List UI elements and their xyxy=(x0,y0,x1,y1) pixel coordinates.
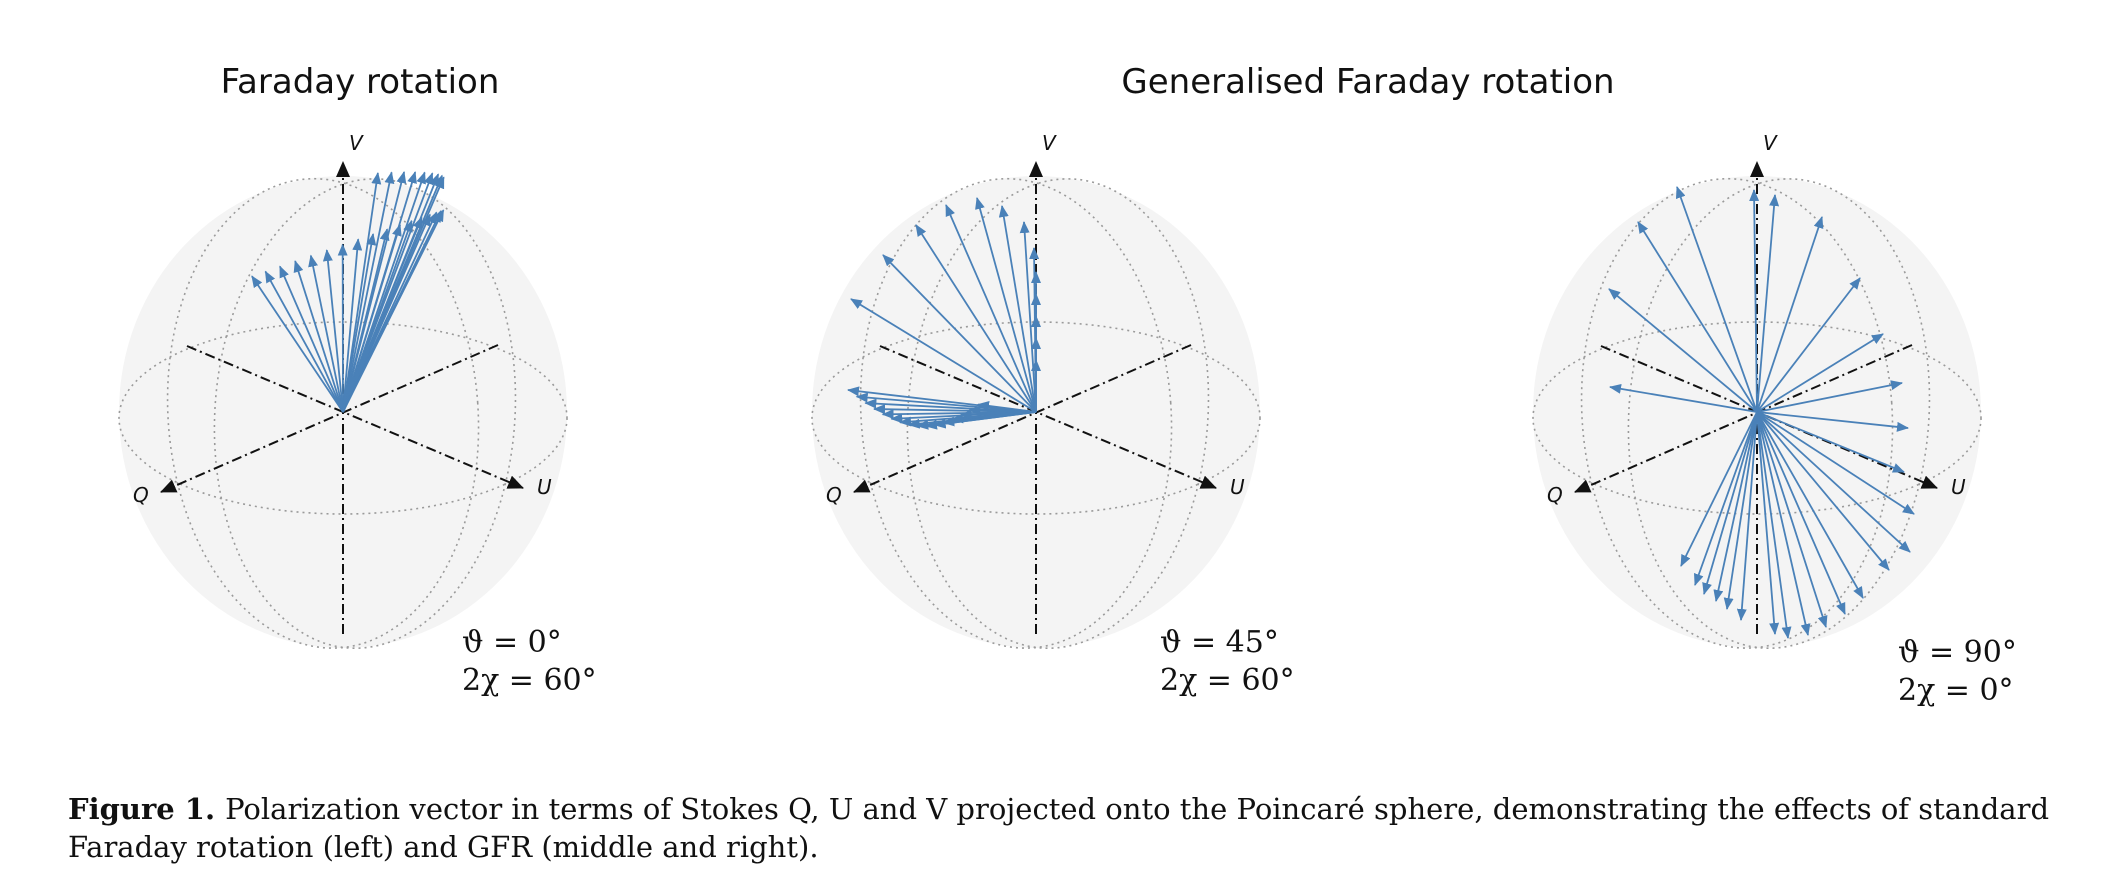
polarization-vector xyxy=(1608,288,1758,413)
polarization-vector xyxy=(855,392,1037,413)
polarization-vector xyxy=(308,254,344,413)
title-faraday-rotation: Faraday rotation xyxy=(220,62,500,102)
polarization-vector xyxy=(1756,216,1824,413)
vectors-middle xyxy=(847,197,1041,430)
polarization-vector xyxy=(1756,411,1846,615)
vectors-left xyxy=(251,171,445,413)
polarization-vector xyxy=(1713,411,1758,602)
v-axis-label: V xyxy=(349,131,364,155)
polarization-vector xyxy=(342,171,426,413)
polarization-vector xyxy=(1609,383,1758,413)
polarization-vector xyxy=(915,224,1037,413)
meridian-circle xyxy=(166,177,480,649)
u-axis-label: U xyxy=(537,475,552,499)
meridian-circle xyxy=(1627,178,1931,649)
equator-circle xyxy=(811,321,1261,515)
polarization-vector xyxy=(1756,411,1905,473)
q-axis-label: Q xyxy=(1547,483,1563,507)
q-axis-label: Q xyxy=(826,483,842,507)
polarization-vector xyxy=(322,249,344,413)
polarization-vector xyxy=(1019,221,1037,413)
polarization-vector xyxy=(1637,221,1758,413)
theta-left: ϑ = 0° xyxy=(462,625,562,660)
polarization-vector xyxy=(1723,411,1758,610)
v-axis-label: V xyxy=(1042,131,1057,155)
polarization-vector xyxy=(1756,194,1780,413)
chi-left: 2χ = 60° xyxy=(462,663,597,698)
caption-label: Figure 1. xyxy=(68,792,216,826)
polarization-vector xyxy=(1756,333,1884,413)
polarization-vector xyxy=(1702,411,1758,595)
polarization-vector xyxy=(342,238,363,413)
u-axis xyxy=(186,345,524,489)
figure: Faraday rotation Generalised Faraday rot… xyxy=(118,62,2017,710)
q-axis xyxy=(160,344,499,493)
polarization-vector xyxy=(1756,411,1792,639)
polarization-vector xyxy=(1756,380,1903,413)
polarization-vector xyxy=(975,197,1037,413)
meridian-circle xyxy=(906,178,1210,649)
polarization-vector xyxy=(1680,411,1758,567)
sphere-middle: V Q U xyxy=(811,131,1261,649)
polarization-vector xyxy=(1756,277,1861,413)
polarization-vector xyxy=(1756,411,1915,515)
polarization-vector xyxy=(1736,411,1758,621)
polarization-vector xyxy=(342,171,417,413)
vectors-right xyxy=(1608,186,1915,639)
equator-circle xyxy=(118,321,568,515)
polarization-vector xyxy=(342,173,440,413)
caption-text: Polarization vector in terms of Stokes Q… xyxy=(68,792,2050,864)
q-axis xyxy=(1574,344,1913,493)
polarization-vector xyxy=(882,254,1037,413)
u-axis xyxy=(879,345,1217,489)
polarization-vector xyxy=(342,171,407,413)
v-axis-label: V xyxy=(1763,131,1778,155)
polarization-vector xyxy=(293,260,344,413)
figure-caption: Figure 1. Polarization vector in terms of… xyxy=(68,790,2058,866)
theta-middle: ϑ = 45° xyxy=(1160,625,1279,660)
polarization-vector xyxy=(977,400,1037,413)
params-right: ϑ = 90° 2χ = 0° xyxy=(1898,634,2017,710)
params-middle: ϑ = 45° 2χ = 60° xyxy=(1160,624,1295,700)
polarization-vector xyxy=(850,298,1037,413)
q-axis xyxy=(853,344,1192,493)
polarization-vector xyxy=(251,275,344,413)
poincare-sphere-left: V Q U V Q U V Q U xyxy=(118,131,1982,649)
polarization-vector xyxy=(342,171,382,413)
params-left: ϑ = 0° 2χ = 60° xyxy=(462,624,597,700)
equator-circle xyxy=(1532,321,1982,515)
polarization-vector xyxy=(1756,411,1890,571)
polarization-vector xyxy=(1694,411,1758,586)
meridian-circle xyxy=(213,178,517,649)
theta-right: ϑ = 90° xyxy=(1898,635,2017,670)
meridian-circle xyxy=(1580,177,1894,649)
polarization-vector xyxy=(1756,411,1909,432)
polarization-vector xyxy=(264,270,344,413)
meridian-circle xyxy=(859,177,1173,649)
u-axis-label: U xyxy=(1951,475,1966,499)
q-axis-label: Q xyxy=(133,483,149,507)
polarization-vector xyxy=(1756,411,1911,553)
polarization-vector xyxy=(1756,411,1864,599)
sphere-left: V Q U xyxy=(118,131,568,649)
polarization-vector xyxy=(342,172,434,413)
chi-middle: 2χ = 60° xyxy=(1160,663,1295,698)
polarization-vector xyxy=(1756,411,1780,635)
polarization-vector xyxy=(1756,411,1828,628)
polarization-vector xyxy=(1749,189,1760,413)
chi-right: 2χ = 0° xyxy=(1898,673,2014,708)
title-generalised-faraday-rotation: Generalised Faraday rotation xyxy=(1121,62,1615,102)
polarization-vector xyxy=(945,204,1037,413)
polarization-vector xyxy=(279,265,344,413)
polarization-vector xyxy=(1675,186,1758,413)
polarization-vector xyxy=(1756,411,1811,636)
polarization-vector xyxy=(342,171,395,413)
u-axis-label: U xyxy=(1230,475,1245,499)
polarization-vector xyxy=(342,209,445,413)
sphere-right: V Q U xyxy=(1532,131,1982,649)
polarization-vector xyxy=(998,205,1037,413)
